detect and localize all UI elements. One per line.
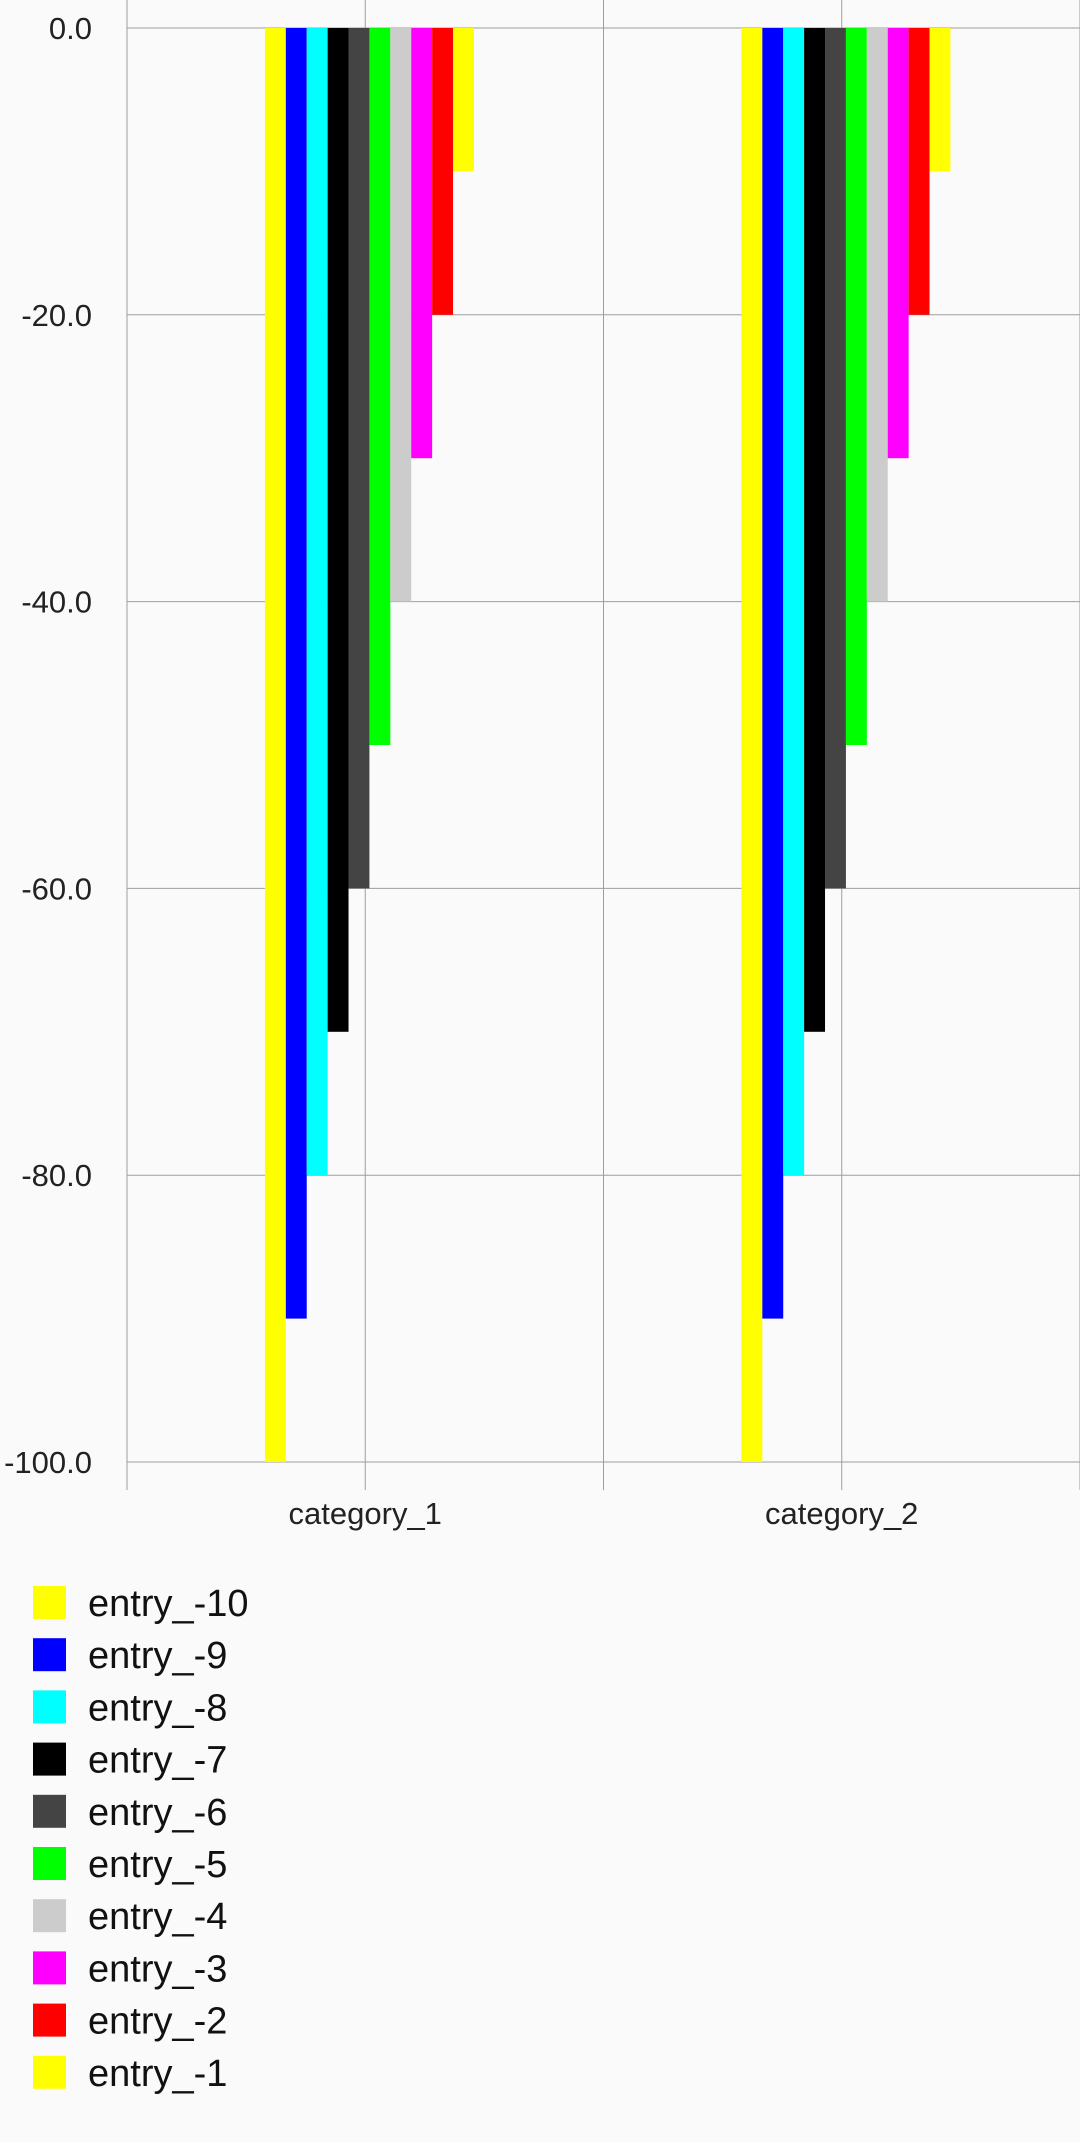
bar (845, 28, 867, 745)
bar (264, 28, 286, 1462)
y-tick-label: -60.0 (21, 871, 92, 906)
legend-swatch (33, 1951, 66, 1985)
bar (348, 28, 370, 889)
bar (783, 28, 805, 1176)
legend-swatch (33, 2055, 66, 2089)
y-tick-label: -20.0 (21, 298, 92, 333)
bar (866, 28, 888, 602)
bar (285, 28, 307, 1319)
x-tick-label: category_1 (289, 1496, 442, 1531)
legend-label: entry_-6 (88, 1792, 227, 1834)
y-tick-label: 0.0 (49, 11, 92, 46)
legend-swatch (33, 1586, 66, 1619)
y-tick-label: -40.0 (21, 585, 92, 620)
bar (306, 28, 328, 1176)
y-tick-label: -80.0 (21, 1158, 92, 1193)
bar (825, 28, 846, 889)
legend-swatch (33, 1847, 66, 1880)
bar (432, 28, 454, 315)
legend-label: entry_-5 (88, 1844, 227, 1886)
y-tick-label: -100.0 (4, 1445, 92, 1480)
legend-label: entry_-9 (88, 1635, 227, 1677)
legend: entry_-10 entry_-9 entry_-8 entry_-7 entry_-… (33, 1583, 249, 2095)
bar (369, 28, 391, 745)
legend-label: entry_-8 (88, 1687, 227, 1729)
bars (264, 28, 951, 1462)
bar (929, 28, 951, 172)
legend-label: entry_-7 (88, 1740, 227, 1782)
bar (741, 28, 763, 1462)
bar (327, 28, 349, 1032)
legend-swatch (33, 1742, 66, 1776)
axes: 0.0 -20.0 -40.0 -60.0 -80.0 -100.0 category_1 c… (4, 11, 918, 1531)
legend-label: entry_-1 (88, 2053, 227, 2095)
bar (908, 28, 930, 315)
bar (411, 28, 433, 459)
legend-swatch (33, 2003, 66, 2037)
legend-label: entry_-2 (88, 2001, 227, 2043)
legend-label: entry_-10 (88, 1583, 249, 1625)
bar (453, 28, 474, 172)
bar (804, 28, 826, 1032)
legend-label: entry_-4 (88, 1896, 227, 1938)
legend-swatch (33, 1690, 66, 1724)
legend-label: entry_-3 (88, 1948, 227, 1990)
legend-swatch (33, 1899, 66, 1933)
x-tick-label: category_2 (765, 1496, 918, 1531)
bar (762, 28, 784, 1319)
legend-swatch (33, 1638, 66, 1672)
bar (390, 28, 412, 602)
bar (887, 28, 909, 459)
legend-swatch (33, 1794, 66, 1828)
